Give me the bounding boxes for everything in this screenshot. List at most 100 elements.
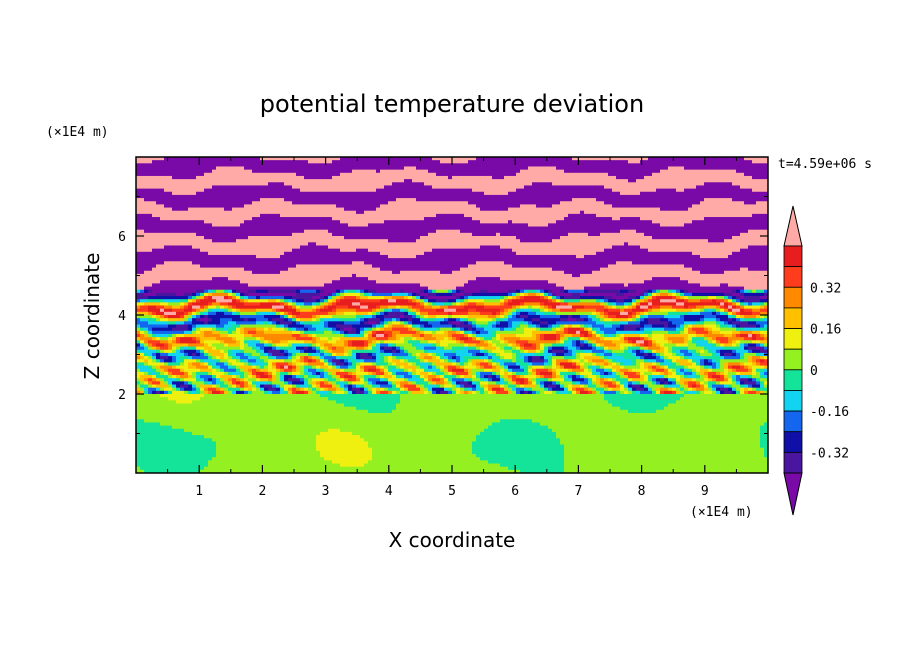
field-cell: [560, 299, 565, 303]
field-cell: [144, 381, 149, 386]
field-cell: [344, 359, 349, 363]
field-cell: [528, 371, 533, 376]
field-cell: [164, 157, 261, 161]
field-cell: [440, 356, 445, 360]
field-cell: [720, 308, 725, 313]
field-cell: [376, 305, 381, 310]
field-cell: [372, 387, 377, 392]
field-cell: [384, 308, 389, 313]
field-cell: [388, 371, 393, 376]
field-cell: [456, 375, 461, 379]
field-cell: [248, 387, 253, 392]
field-cell: [464, 321, 469, 326]
field-cell: [160, 315, 165, 319]
field-cell: [684, 337, 689, 341]
field-cell: [412, 305, 425, 310]
field-cell: [700, 359, 705, 363]
field-cell: [572, 362, 577, 367]
field-cell: [644, 175, 753, 180]
field-cell: [136, 242, 309, 247]
field-cell: [192, 381, 205, 386]
field-cell: [252, 390, 265, 395]
field-cell: [736, 299, 741, 303]
field-cell: [312, 305, 317, 310]
field-cell: [320, 321, 325, 326]
field-cell: [216, 166, 245, 171]
field-cell: [240, 296, 245, 300]
field-cell: [736, 371, 741, 376]
field-cell: [228, 387, 241, 392]
field-cell: [492, 321, 497, 326]
field-cell: [700, 349, 705, 354]
field-cell: [284, 352, 289, 357]
field-cell: [684, 324, 689, 329]
field-cell: [524, 343, 533, 348]
chart-title: potential temperature deviation: [260, 90, 644, 118]
field-cell: [484, 305, 513, 310]
field-cell: [516, 236, 561, 240]
field-cell: [192, 330, 197, 335]
field-cell: [348, 378, 357, 382]
field-cell: [596, 251, 693, 256]
field-cell: [252, 387, 257, 392]
field-cell: [380, 368, 385, 373]
field-cell: [720, 305, 725, 310]
field-cell: [264, 330, 293, 335]
field-cell: [744, 346, 749, 351]
field-cell: [548, 289, 553, 294]
field-cell: [584, 375, 589, 379]
field-cell: [236, 296, 241, 300]
field-cell: [596, 333, 601, 338]
field-cell: [644, 330, 653, 335]
field-cell: [232, 352, 237, 357]
field-cell: [228, 343, 241, 348]
field-cell: [340, 463, 365, 468]
field-cell: [508, 375, 513, 379]
field-cell: [732, 390, 737, 395]
field-cell: [196, 387, 201, 392]
field-cell: [420, 236, 517, 240]
field-cell: [736, 169, 768, 174]
field-cell: [604, 302, 609, 307]
field-cell: [732, 296, 737, 300]
field-cell: [220, 365, 229, 370]
field-cell: [508, 371, 513, 376]
field-cell: [524, 368, 529, 373]
field-cell: [732, 368, 737, 373]
field-cell: [320, 384, 333, 389]
field-cell: [584, 378, 589, 382]
field-cell: [456, 381, 461, 386]
field-cell: [760, 362, 768, 367]
field-cell: [212, 375, 217, 379]
field-cell: [460, 356, 465, 360]
field-cell: [136, 419, 145, 424]
field-cell: [368, 327, 373, 332]
field-cell: [740, 352, 745, 357]
field-cell: [488, 378, 493, 382]
field-cell: [664, 333, 689, 338]
field-cell: [336, 305, 349, 310]
field-cell: [676, 349, 681, 354]
field-cell: [660, 387, 669, 392]
field-cell: [468, 321, 473, 326]
field-cell: [140, 327, 145, 332]
field-cell: [748, 229, 768, 234]
field-cell: [524, 330, 533, 335]
field-cell: [544, 302, 561, 307]
field-cell: [408, 299, 413, 303]
colorbar: 0.320.160-0.16-0.32: [783, 205, 849, 516]
field-cell: [684, 368, 689, 373]
field-cell: [344, 333, 349, 338]
field-cell: [464, 305, 485, 310]
field-cell: [212, 302, 221, 307]
field-cell: [368, 441, 473, 446]
field-cell: [468, 371, 473, 376]
field-cell: [672, 371, 677, 376]
field-cell: [144, 378, 149, 382]
field-cell: [244, 296, 249, 300]
field-cell: [684, 352, 693, 357]
field-cell: [740, 378, 749, 382]
field-cell: [740, 308, 745, 313]
field-cell: [660, 169, 737, 174]
field-cell: [416, 381, 429, 386]
